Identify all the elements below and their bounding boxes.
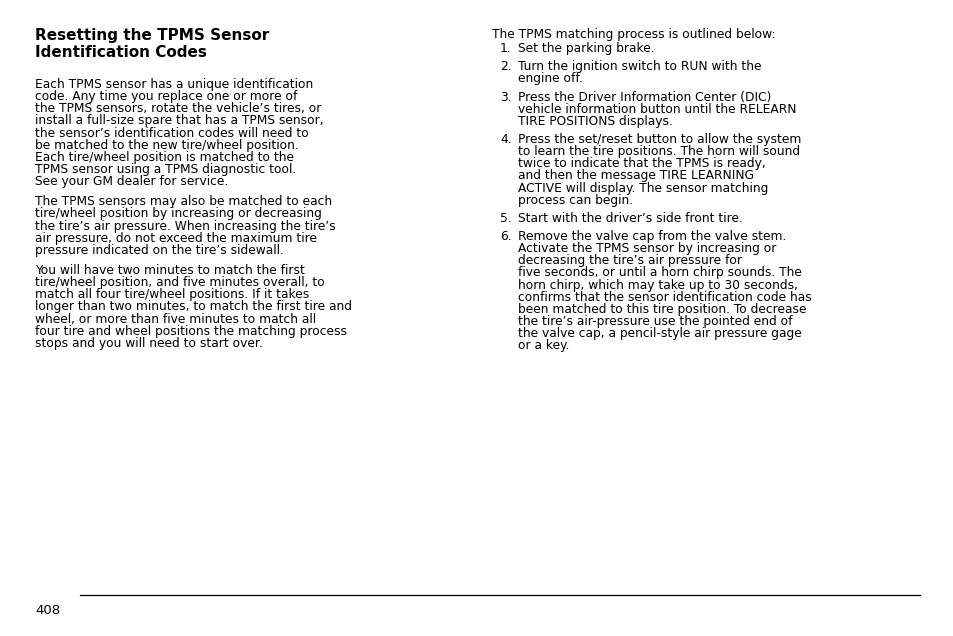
Text: air pressure, do not exceed the maximum tire: air pressure, do not exceed the maximum …: [35, 232, 316, 245]
Text: 2.: 2.: [499, 60, 511, 73]
Text: pressure indicated on the tire’s sidewall.: pressure indicated on the tire’s sidewal…: [35, 244, 284, 257]
Text: Start with the driver’s side front tire.: Start with the driver’s side front tire.: [517, 212, 742, 225]
Text: process can begin.: process can begin.: [517, 194, 633, 207]
Text: Identification Codes: Identification Codes: [35, 45, 207, 60]
Text: match all four tire/wheel positions. If it takes: match all four tire/wheel positions. If …: [35, 288, 309, 301]
Text: wheel, or more than five minutes to match all: wheel, or more than five minutes to matc…: [35, 312, 315, 326]
Text: tire/wheel position, and five minutes overall, to: tire/wheel position, and five minutes ov…: [35, 276, 324, 289]
Text: twice to indicate that the TPMS is ready,: twice to indicate that the TPMS is ready…: [517, 157, 765, 170]
Text: be matched to the new tire/wheel position.: be matched to the new tire/wheel positio…: [35, 139, 298, 152]
Text: 4.: 4.: [499, 133, 511, 146]
Text: 408: 408: [35, 604, 60, 617]
Text: ACTIVE will display. The sensor matching: ACTIVE will display. The sensor matching: [517, 182, 767, 195]
Text: The TPMS sensors may also be matched to each: The TPMS sensors may also be matched to …: [35, 195, 332, 209]
Text: or a key.: or a key.: [517, 340, 569, 352]
Text: You will have two minutes to match the first: You will have two minutes to match the f…: [35, 264, 305, 277]
Text: to learn the tire positions. The horn will sound: to learn the tire positions. The horn wi…: [517, 145, 800, 158]
Text: been matched to this tire position. To decrease: been matched to this tire position. To d…: [517, 303, 805, 316]
Text: horn chirp, which may take up to 30 seconds,: horn chirp, which may take up to 30 seco…: [517, 279, 797, 291]
Text: Set the parking brake.: Set the parking brake.: [517, 42, 654, 55]
Text: confirms that the sensor identification code has: confirms that the sensor identification …: [517, 291, 811, 304]
Text: vehicle information button until the RELEARN: vehicle information button until the REL…: [517, 103, 796, 116]
Text: five seconds, or until a horn chirp sounds. The: five seconds, or until a horn chirp soun…: [517, 266, 801, 279]
Text: 5.: 5.: [499, 212, 511, 225]
Text: See your GM dealer for service.: See your GM dealer for service.: [35, 175, 228, 188]
Text: decreasing the tire’s air pressure for: decreasing the tire’s air pressure for: [517, 254, 741, 267]
Text: code. Any time you replace one or more of: code. Any time you replace one or more o…: [35, 90, 297, 103]
Text: and then the message TIRE LEARNING: and then the message TIRE LEARNING: [517, 169, 753, 183]
Text: Press the Driver Information Center (DIC): Press the Driver Information Center (DIC…: [517, 90, 771, 104]
Text: Each tire/wheel position is matched to the: Each tire/wheel position is matched to t…: [35, 151, 294, 164]
Text: four tire and wheel positions the matching process: four tire and wheel positions the matchi…: [35, 325, 347, 338]
Text: Press the set/reset button to allow the system: Press the set/reset button to allow the …: [517, 133, 801, 146]
Text: Remove the valve cap from the valve stem.: Remove the valve cap from the valve stem…: [517, 230, 785, 243]
Text: TPMS sensor using a TPMS diagnostic tool.: TPMS sensor using a TPMS diagnostic tool…: [35, 163, 296, 176]
Text: the sensor’s identification codes will need to: the sensor’s identification codes will n…: [35, 127, 309, 139]
Text: Activate the TPMS sensor by increasing or: Activate the TPMS sensor by increasing o…: [517, 242, 776, 255]
Text: 1.: 1.: [499, 42, 511, 55]
Text: engine off.: engine off.: [517, 73, 582, 85]
Text: the valve cap, a pencil-style air pressure gage: the valve cap, a pencil-style air pressu…: [517, 327, 801, 340]
Text: tire/wheel position by increasing or decreasing: tire/wheel position by increasing or dec…: [35, 207, 321, 221]
Text: The TPMS matching process is outlined below:: The TPMS matching process is outlined be…: [492, 28, 775, 41]
Text: the TPMS sensors, rotate the vehicle’s tires, or: the TPMS sensors, rotate the vehicle’s t…: [35, 102, 321, 115]
Text: the tire’s air pressure. When increasing the tire’s: the tire’s air pressure. When increasing…: [35, 219, 335, 233]
Text: TIRE POSITIONS displays.: TIRE POSITIONS displays.: [517, 115, 672, 128]
Text: Resetting the TPMS Sensor: Resetting the TPMS Sensor: [35, 28, 269, 43]
Text: 3.: 3.: [499, 90, 511, 104]
Text: longer than two minutes, to match the first tire and: longer than two minutes, to match the fi…: [35, 300, 352, 314]
Text: 6.: 6.: [499, 230, 511, 243]
Text: Turn the ignition switch to RUN with the: Turn the ignition switch to RUN with the: [517, 60, 760, 73]
Text: Each TPMS sensor has a unique identification: Each TPMS sensor has a unique identifica…: [35, 78, 313, 91]
Text: install a full-size spare that has a TPMS sensor,: install a full-size spare that has a TPM…: [35, 114, 323, 127]
Text: the tire’s air-pressure use the pointed end of: the tire’s air-pressure use the pointed …: [517, 315, 792, 328]
Text: stops and you will need to start over.: stops and you will need to start over.: [35, 337, 262, 350]
